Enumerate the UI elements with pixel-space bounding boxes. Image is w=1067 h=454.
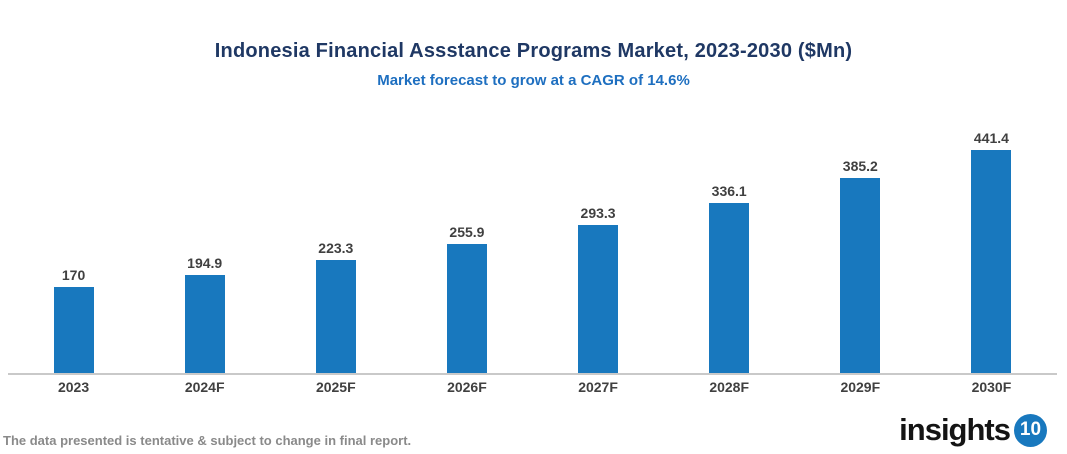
bar-column: 441.4 <box>926 130 1057 373</box>
bar-column: 194.9 <box>139 130 270 373</box>
bar-value-label: 293.3 <box>580 205 616 221</box>
logo-wordmark: insights <box>899 412 1011 447</box>
bar-value-label: 223.3 <box>318 240 354 256</box>
bar-column: 255.9 <box>401 130 532 373</box>
disclaimer-text: The data presented is tentative & subjec… <box>3 433 412 448</box>
logo-badge-10: 10 <box>1014 413 1047 447</box>
bar <box>971 150 1012 373</box>
x-axis: 2023 2024F 2025F 2026F 2027F 2028F 2029F 2030F <box>8 379 1057 395</box>
insights10-logo: insights 10 <box>899 412 1047 448</box>
bar-column: 293.3 <box>533 130 664 373</box>
x-axis-label: 2030F <box>971 379 1012 395</box>
bar <box>578 225 619 373</box>
bar-chart-plot-area: 170 194.9 223.3 255.9 293.3 336.1 385.2 441.4 <box>8 130 1057 375</box>
bar-value-label: 170 <box>61 267 86 283</box>
x-axis-label: 2023 <box>57 379 90 395</box>
bar <box>184 275 225 373</box>
bar-value-label: 194.9 <box>187 255 223 271</box>
x-axis-label: 2024F <box>184 379 225 395</box>
bar-column: 385.2 <box>795 130 926 373</box>
chart-header: Indonesia Financial Assstance Programs M… <box>0 40 1067 89</box>
bar-value-label: 385.2 <box>842 158 878 174</box>
x-axis-label: 2028F <box>709 379 750 395</box>
bar-value-label: 255.9 <box>449 224 485 240</box>
x-axis-label: 2026F <box>447 379 487 395</box>
bar <box>840 178 881 373</box>
bar-value-label: 336.1 <box>711 183 747 199</box>
bar <box>53 287 94 373</box>
bar <box>446 244 487 373</box>
bar-column: 336.1 <box>664 130 795 373</box>
bar-column: 223.3 <box>270 130 401 373</box>
chart-title: Indonesia Financial Assstance Programs M… <box>214 40 853 62</box>
x-axis-label: 2027F <box>578 379 618 395</box>
x-axis-label: 2029F <box>840 379 881 395</box>
bar <box>315 260 356 373</box>
chart-subtitle: Market forecast to grow at a CAGR of 14.… <box>377 72 690 89</box>
bar <box>709 203 750 373</box>
bar-value-label: 441.4 <box>973 130 1009 146</box>
bar-column: 170 <box>8 130 139 373</box>
x-axis-label: 2025F <box>315 379 356 395</box>
